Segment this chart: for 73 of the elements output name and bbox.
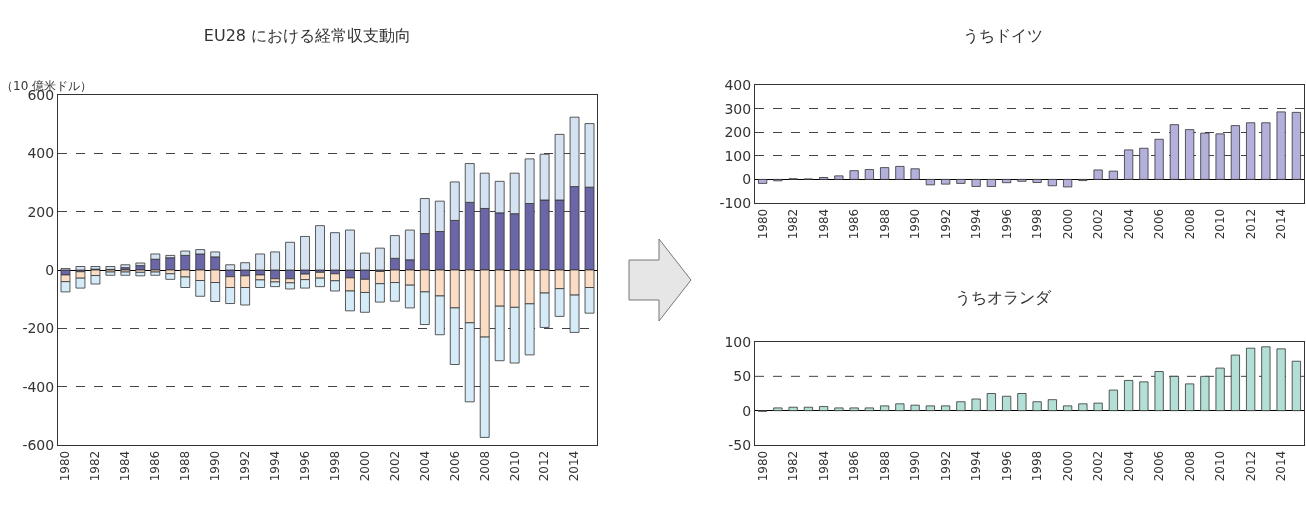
x-tick-label: 2014 [1274,450,1289,482]
y-tick-label: 400 [724,76,752,93]
x-tick-label: 1986 [847,450,862,482]
x-tick-label: 2010 [1213,208,1228,240]
y-tick-label: 200 [27,203,55,220]
x-tick-label: 2006 [447,450,462,482]
x-tick-label: 2014 [567,450,582,482]
x-tick-label: 1988 [178,450,193,482]
y-tick-label: -400 [22,378,55,395]
x-tick-label: 1996 [297,450,312,482]
y-tick-label: -100 [719,194,752,211]
x-tick-label: 1986 [847,208,862,240]
x-tick-label: 1994 [969,208,984,240]
x-tick-label: 1988 [877,450,892,482]
x-tick-label: 2012 [1243,450,1258,482]
y-tick-label: 0 [45,261,55,278]
x-tick-label: 1980 [755,450,770,482]
x-tick-label: 1992 [938,450,953,482]
x-tick-label: 2008 [1182,450,1197,482]
x-tick-label: 1990 [208,450,223,482]
x-tick-label: 1990 [908,450,923,482]
y-tick-label: 300 [724,100,752,117]
x-tick-label: 1984 [816,450,831,482]
x-tick-label: 1998 [327,450,342,482]
y-tick-label: 100 [724,147,752,164]
chart-title: うちドイツ [963,26,1043,46]
x-tick-label: 2004 [1121,450,1136,482]
x-tick-label: 1980 [58,450,73,482]
x-tick-label: 2004 [1121,208,1136,240]
x-tick-label: 1992 [938,208,953,240]
x-tick-label: 1990 [908,208,923,240]
x-tick-label: 1982 [786,208,801,240]
x-tick-label: 1982 [88,450,103,482]
x-tick-label: 2008 [477,450,492,482]
x-tick-label: 2002 [1091,450,1106,482]
x-tick-label: 2010 [1213,450,1228,482]
x-tick-label: 1980 [755,208,770,240]
y-tick-label: -600 [22,436,55,453]
x-tick-label: 1996 [999,450,1014,482]
x-tick-label: 1994 [268,450,282,482]
x-tick-label: 1988 [877,208,892,240]
x-tick-label: 2006 [1152,450,1167,482]
x-tick-label: 1984 [118,450,133,482]
x-tick-label: 2010 [507,450,522,482]
x-tick-label: 1984 [816,208,831,240]
x-tick-label: 2006 [1152,208,1167,240]
x-tick-label: 2012 [1243,208,1258,240]
x-tick-label: 2008 [1182,208,1197,240]
x-tick-label: 1982 [786,450,801,482]
x-tick-label: 2014 [1274,208,1289,240]
x-tick-label: 2000 [1060,208,1075,240]
x-tick-label: 2000 [1060,450,1075,482]
y-tick-label: -200 [22,320,55,337]
x-tick-label: 1992 [238,450,253,482]
x-tick-label: 2000 [357,450,372,482]
y-tick-label: -50 [728,436,752,453]
x-tick-label: 1996 [999,208,1014,240]
y-tick-label: 100 [724,333,752,350]
x-tick-label: 1998 [1030,450,1045,482]
x-tick-label: 2002 [1091,208,1106,240]
x-tick-label: 2012 [537,450,552,482]
x-tick-label: 1998 [1030,208,1045,240]
x-tick-label: 1986 [148,450,163,482]
chart-title: EU28 における経常収支動向 [203,26,412,46]
x-tick-label: 2002 [387,450,402,482]
y-tick-label: 400 [27,145,55,162]
y-tick-label: 200 [724,124,752,141]
x-tick-label: 2004 [417,450,432,482]
chart-title: うちオランダ [955,288,1052,308]
y-tick-label: 0 [742,402,752,419]
x-tick-label: 1994 [969,450,984,482]
y-tick-label: 50 [733,368,752,385]
y-tick-label: 0 [742,171,752,188]
